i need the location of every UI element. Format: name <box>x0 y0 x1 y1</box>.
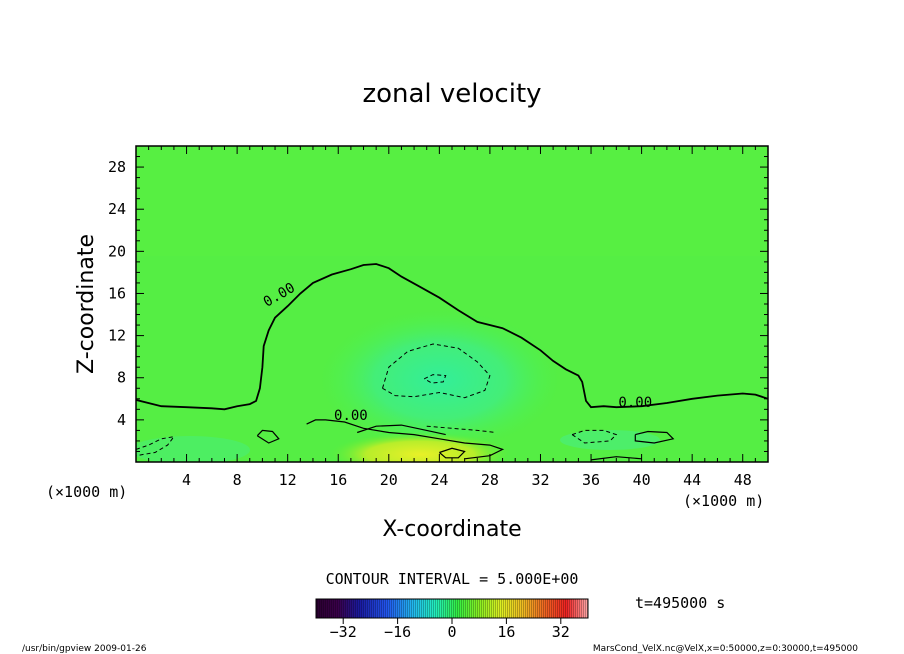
colorbar-tick-label: 32 <box>552 623 570 641</box>
time-label: t=495000 s <box>635 594 725 612</box>
positive-contour-line <box>590 456 642 461</box>
footer-left: /usr/bin/gpview 2009-01-26 <box>22 644 147 654</box>
x-tick-label: 36 <box>582 471 600 489</box>
colorbar-tick-label: −16 <box>384 623 411 641</box>
contour-label: 0.00 <box>618 395 652 411</box>
x-tick-label: 24 <box>430 471 448 489</box>
x-unit-label-right: (×1000 m) <box>683 492 764 510</box>
zero-contour-line <box>136 263 768 411</box>
negative-contour-line <box>382 343 491 399</box>
x-unit-label-left: (×1000 m) <box>46 483 127 501</box>
y-tick-label: 12 <box>108 327 126 345</box>
negative-contour-line <box>136 436 176 457</box>
velocity-field <box>136 146 768 462</box>
y-tick-label: 16 <box>108 284 126 302</box>
x-tick-label: 16 <box>329 471 347 489</box>
footer-right: MarsCond_VelX.nc@VelX,x=0:50000,z=0:3000… <box>593 644 858 654</box>
y-axis-title: Z-coordinate <box>74 234 99 374</box>
colorbar-tick-label: −32 <box>330 623 357 641</box>
y-tick-label: 24 <box>108 200 126 218</box>
contour-label: 0.00 <box>334 408 368 424</box>
positive-contour-line <box>256 429 280 444</box>
y-tick-label: 4 <box>117 411 126 429</box>
x-tick-label: 20 <box>380 471 398 489</box>
x-tick-label: 40 <box>633 471 651 489</box>
colorbar-tick-label: 0 <box>447 623 456 641</box>
x-axis-ticks: 4 8 12 16 20 24 28 32 36 40 44 48 <box>148 146 756 489</box>
colorbar: −32 −16 0 16 32 <box>315 598 589 641</box>
contour-interval-text: CONTOUR INTERVAL = 5.000E+00 <box>326 570 579 588</box>
x-tick-label: 44 <box>683 471 701 489</box>
x-tick-label: 12 <box>279 471 297 489</box>
negative-contour-line <box>571 429 618 444</box>
x-tick-label: 48 <box>734 471 752 489</box>
x-tick-label: 8 <box>233 471 242 489</box>
x-tick-label: 28 <box>481 471 499 489</box>
colorbar-tick-label: 16 <box>497 623 515 641</box>
negative-contour-line <box>426 425 497 433</box>
chart-title: zonal velocity <box>362 79 541 109</box>
y-axis-ticks: 4 8 12 16 20 24 28 <box>108 156 768 452</box>
positive-contour-line <box>439 447 466 459</box>
y-tick-label: 28 <box>108 158 126 176</box>
positive-contour-line <box>634 430 675 444</box>
positive-contour-line <box>357 424 446 436</box>
contour-lines: 0.000.000.00 <box>136 263 768 461</box>
x-tick-label: 4 <box>182 471 191 489</box>
x-axis-title: X-coordinate <box>382 517 521 542</box>
positive-contour-line <box>306 419 505 460</box>
y-tick-label: 20 <box>108 242 126 260</box>
x-tick-label: 32 <box>531 471 549 489</box>
negative-contour-line <box>423 374 447 384</box>
y-tick-label: 8 <box>117 369 126 387</box>
